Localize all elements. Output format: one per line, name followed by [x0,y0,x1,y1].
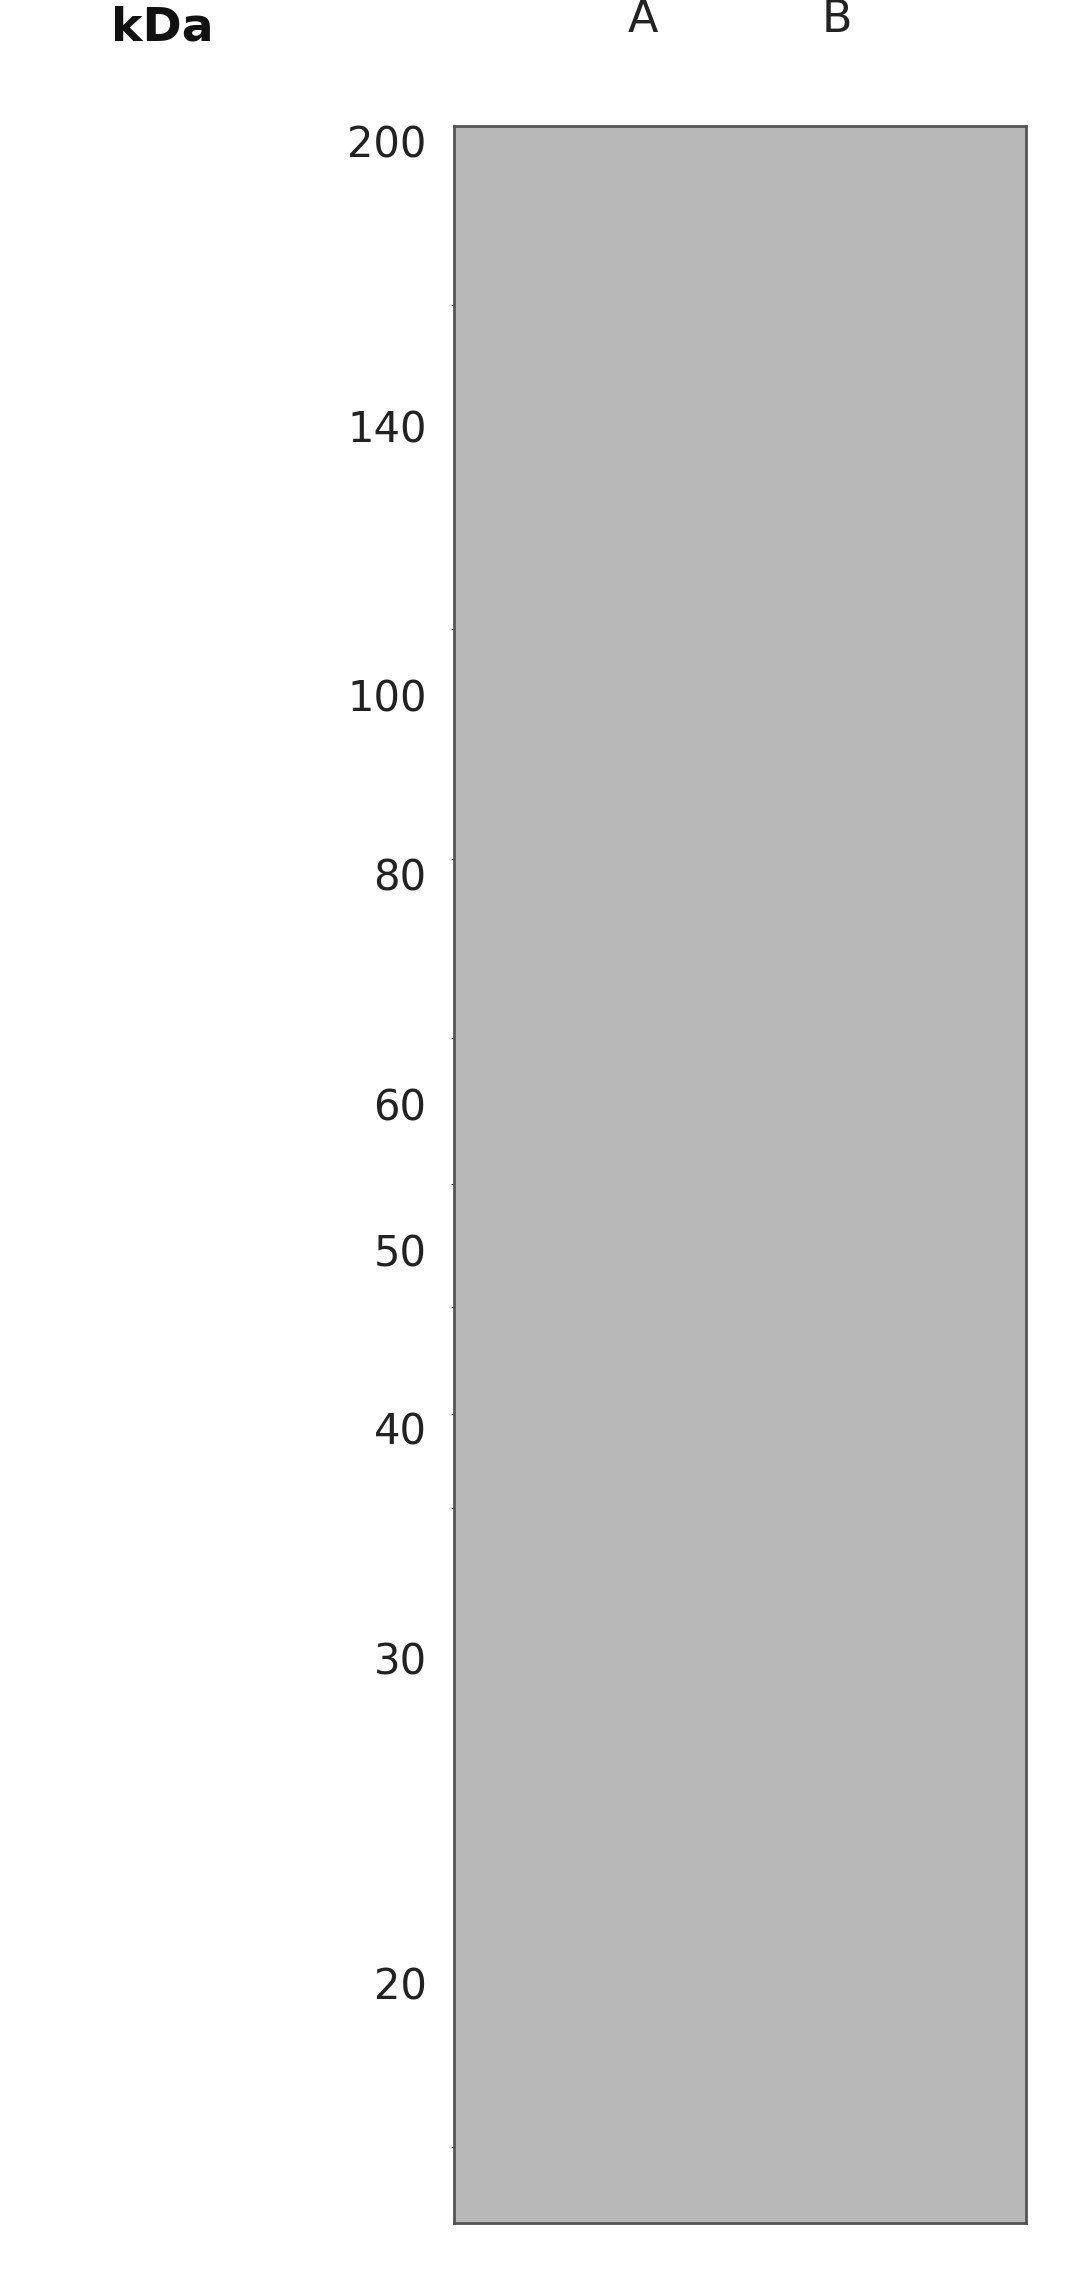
Text: 140: 140 [347,410,427,452]
Text: 60: 60 [374,1086,427,1130]
Text: 80: 80 [374,857,427,898]
Text: 40: 40 [374,1412,427,1453]
Text: B: B [822,0,852,41]
Text: 20: 20 [374,1967,427,2008]
Text: kDa: kDa [110,5,214,50]
Text: 200: 200 [348,124,427,165]
Text: 50: 50 [374,1233,427,1274]
Text: 100: 100 [347,678,427,720]
Text: A: A [627,0,658,41]
Text: 30: 30 [374,1641,427,1685]
